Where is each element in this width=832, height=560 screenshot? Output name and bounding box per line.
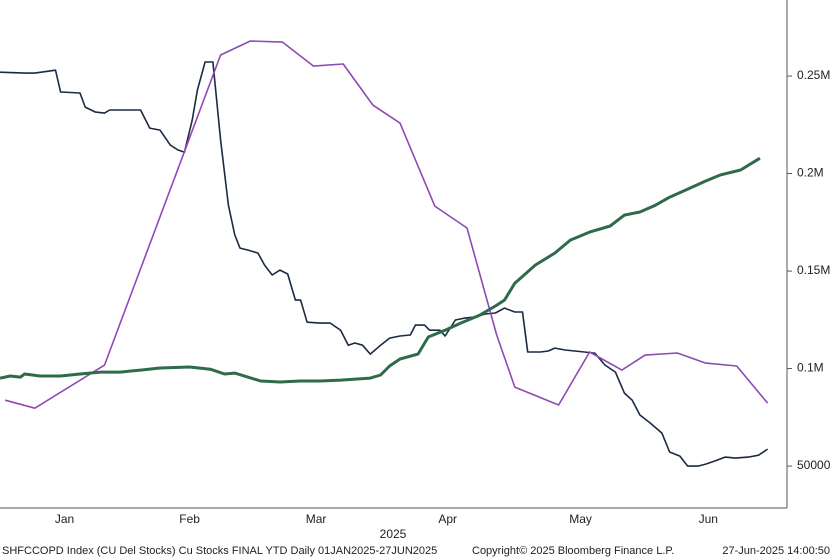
- x-axis-label: 2025: [380, 527, 407, 541]
- x-tick-label: Apr: [438, 512, 457, 526]
- x-tick-label: May: [569, 512, 592, 526]
- y-tick-label: 0.15M: [797, 263, 830, 277]
- x-tick-label: Jan: [55, 512, 74, 526]
- x-tick-label: Feb: [179, 512, 200, 526]
- x-tick-label: Mar: [306, 512, 327, 526]
- footer-source: SHFCCOPD Index (CU Del Stocks) Cu Stocks…: [2, 545, 437, 557]
- footer-copyright: Copyright© 2025 Bloomberg Finance L.P.: [472, 545, 674, 557]
- line-series: [0, 156, 761, 384]
- line-series: [0, 61, 769, 467]
- footer-timestamp: 27-Jun-2025 14:00:50: [722, 545, 830, 557]
- y-tick-label: 0.25M: [797, 68, 830, 82]
- line-series: [4, 40, 769, 409]
- y-tick-label: 50000: [797, 458, 831, 472]
- x-tick-label: Jun: [699, 512, 718, 526]
- y-tick-label: 0.2M: [797, 166, 824, 180]
- y-tick-label: 0.1M: [797, 361, 824, 375]
